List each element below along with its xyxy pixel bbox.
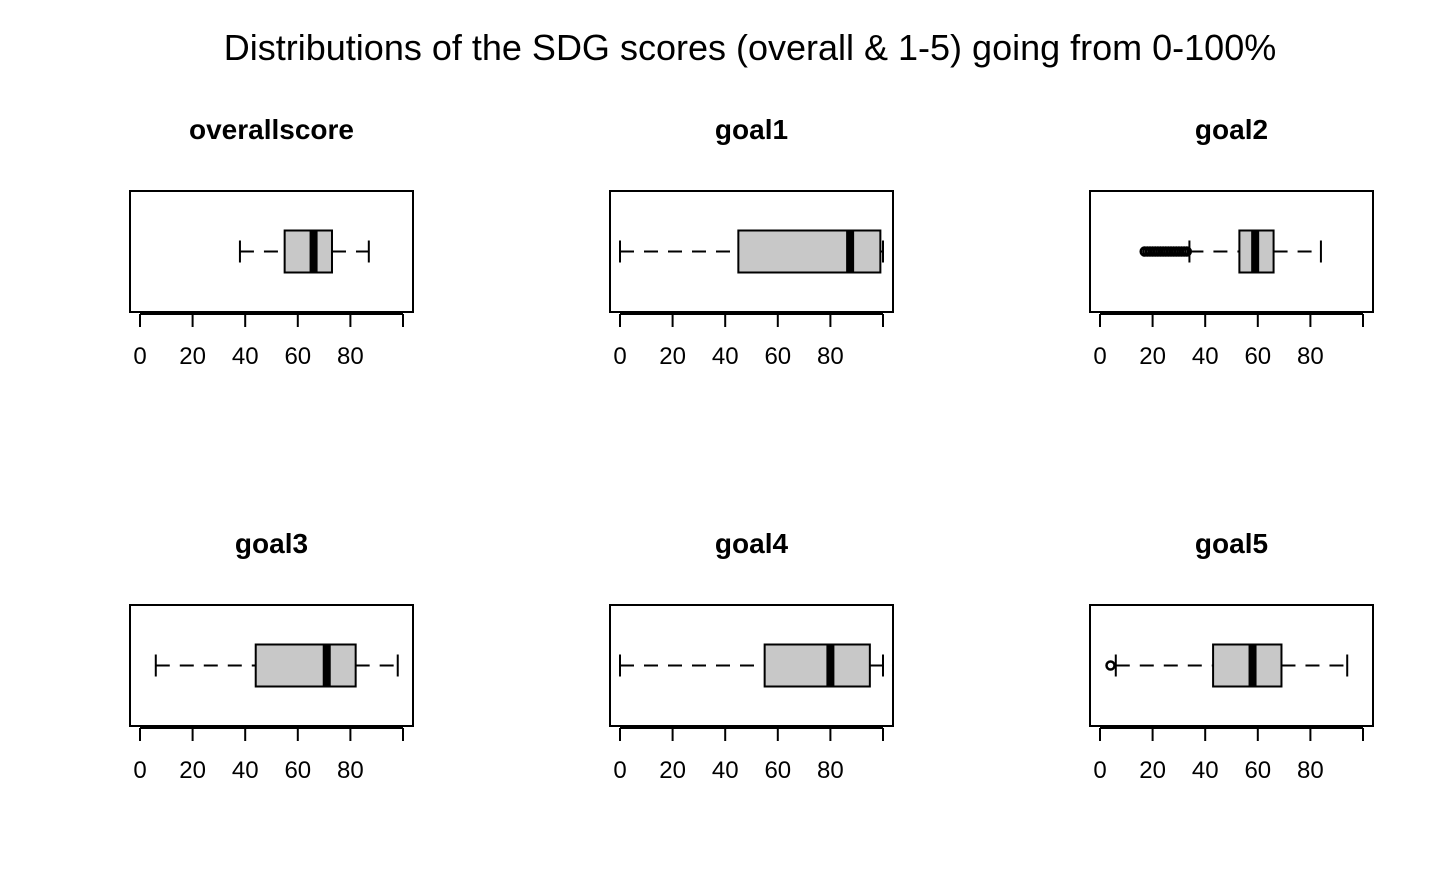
x-tick-label: 40 [1192,757,1219,784]
x-tick-label: 0 [1093,757,1106,784]
x-tick-label: 40 [232,343,259,370]
x-tick-label: 60 [1244,757,1271,784]
boxplot-panel: goal2 0 20 40 60 80 [1089,114,1374,370]
x-tick-label: 80 [1297,343,1324,370]
x-tick-label: 80 [337,757,364,784]
x-tick-label: 40 [232,757,259,784]
iqr-box [1212,643,1283,688]
x-tick-label: 0 [613,757,626,784]
iqr-box [737,229,882,274]
x-tick-label: 0 [133,343,146,370]
x-tick-label: 40 [712,343,739,370]
boxplot-panel: goal3 0 20 40 60 80 [129,528,414,784]
x-tick-label: 0 [1093,343,1106,370]
plot-frame [129,190,414,313]
x-tick-label: 20 [659,343,686,370]
x-tick-label: 60 [284,757,311,784]
boxplot-panel: overallscore 0 20 40 60 80 [129,114,414,370]
panel-title: goal2 [1195,114,1268,145]
plot-frame [1089,604,1374,727]
plot-frame [609,190,894,313]
x-tick-label: 80 [337,343,364,370]
x-tick-label: 20 [1139,343,1166,370]
boxplot-panel: goal1 0 20 40 60 80 [609,114,894,370]
outlier-point [1181,246,1193,257]
outlier-point [1105,660,1116,671]
panel-title: goal3 [235,528,308,559]
figure-title: Distributions of the SDG scores (overall… [224,27,1276,68]
boxplot-panel: goal4 0 20 40 60 80 [609,528,894,784]
panel-title: goal4 [715,528,789,559]
plot-frame [609,604,894,727]
x-tick-label: 20 [659,757,686,784]
x-tick-label: 80 [817,343,844,370]
x-tick-label: 60 [764,343,791,370]
x-tick-label: 40 [712,757,739,784]
plot-frame [1089,190,1374,313]
x-tick-label: 20 [1139,757,1166,784]
panel-title: goal1 [715,114,788,145]
panel-title: overallscore [189,114,354,145]
iqr-box [283,229,333,274]
x-tick-label: 20 [179,757,206,784]
boxplot-panel: goal5 0 20 40 60 80 [1089,528,1374,784]
panel-title: goal5 [1195,528,1268,559]
x-tick-label: 80 [1297,757,1324,784]
plot-frame [129,604,414,727]
x-tick-label: 60 [764,757,791,784]
x-tick-label: 20 [179,343,206,370]
x-tick-label: 80 [817,757,844,784]
x-tick-label: 0 [613,343,626,370]
x-tick-label: 60 [284,343,311,370]
x-tick-label: 40 [1192,343,1219,370]
iqr-box [763,643,871,688]
x-tick-label: 0 [133,757,146,784]
iqr-box [254,643,357,688]
x-tick-label: 60 [1244,343,1271,370]
